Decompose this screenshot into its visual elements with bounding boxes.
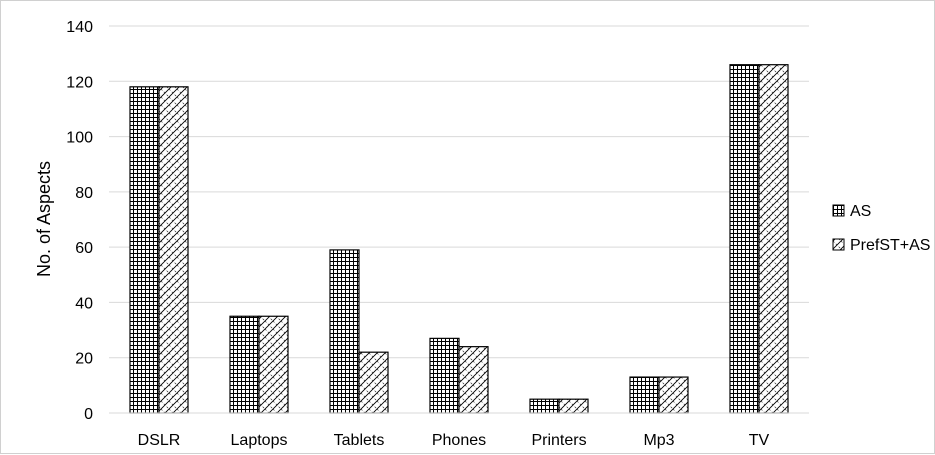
bar-prefst-as-printers [558, 398, 589, 414]
bar-prefst-as-dslr [158, 86, 189, 414]
legend: AS PrefST+AS [832, 203, 930, 254]
bar-prefst-as-tablets [358, 351, 389, 414]
x-tick-label: Phones [432, 432, 486, 449]
bar-as-phones [429, 337, 460, 414]
bar-as-printers [529, 398, 560, 414]
bar-as-laptops [229, 315, 260, 414]
y-tick-label: 80 [75, 185, 93, 202]
legend-swatch [832, 238, 845, 251]
x-axis-ticks: DSLR Laptops Tablets Phones Printers Mp3 TV [138, 432, 770, 449]
y-tick-label: 40 [75, 295, 93, 312]
y-tick-label: 120 [66, 74, 93, 91]
bar-prefst-as-mp3 [658, 376, 689, 414]
y-tick-label: 140 [66, 19, 93, 36]
y-tick-label: 60 [75, 240, 93, 257]
y-axis-title: No. of Aspects [34, 161, 54, 277]
y-axis-ticks: 0 20 40 60 80 100 120 140 [66, 19, 93, 423]
bar-as-tv [729, 64, 760, 414]
bar-as-tablets [329, 249, 360, 414]
legend-label: AS [850, 203, 871, 220]
x-tick-label: TV [749, 432, 770, 449]
bar-as-dslr [129, 86, 160, 414]
x-tick-label: Tablets [334, 432, 385, 449]
y-tick-label: 100 [66, 130, 93, 147]
x-tick-label: Printers [531, 432, 586, 449]
y-tick-label: 20 [75, 351, 93, 368]
bars [129, 64, 789, 414]
x-tick-label: Mp3 [643, 432, 674, 449]
legend-swatch [832, 204, 845, 217]
bar-prefst-as-phones [458, 346, 489, 414]
gridlines [109, 25, 809, 359]
bar-as-mp3 [629, 376, 660, 414]
x-tick-label: DSLR [138, 432, 181, 449]
legend-label: PrefST+AS [850, 237, 930, 254]
y-tick-label: 0 [84, 406, 93, 423]
x-tick-label: Laptops [231, 432, 288, 449]
bar-prefst-as-laptops [258, 315, 289, 414]
bar-prefst-as-tv [758, 64, 789, 414]
